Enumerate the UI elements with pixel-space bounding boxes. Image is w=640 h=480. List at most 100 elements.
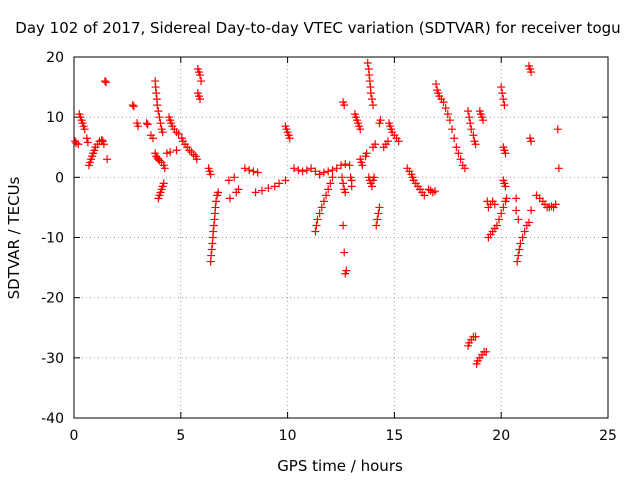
data-point — [356, 125, 365, 134]
data-point — [172, 146, 181, 155]
data-point — [214, 188, 223, 197]
data-point — [339, 179, 348, 188]
data-point — [156, 119, 165, 128]
data-point — [207, 245, 216, 254]
data-point — [465, 113, 474, 122]
data-point — [97, 136, 106, 145]
y-tick-label: -30 — [41, 351, 64, 367]
data-point — [253, 168, 262, 177]
data-point — [285, 134, 294, 143]
data-point — [345, 161, 354, 170]
data-point — [155, 113, 164, 122]
data-point — [373, 215, 382, 224]
data-point — [340, 101, 349, 110]
x-tick-label: 5 — [176, 428, 185, 444]
data-point — [514, 215, 523, 224]
data-point — [82, 134, 91, 143]
data-point — [160, 164, 169, 173]
data-point — [441, 104, 450, 113]
data-point — [514, 251, 523, 260]
data-point — [74, 140, 83, 149]
data-point — [240, 164, 249, 173]
chart-title: Day 102 of 2017, Sidereal Day-to-day VTE… — [15, 19, 620, 37]
data-point — [553, 125, 562, 134]
data-point — [497, 83, 506, 92]
data-point — [209, 227, 218, 236]
data-point — [527, 137, 536, 146]
data-point — [347, 182, 356, 191]
y-tick-label: 10 — [46, 110, 64, 126]
data-point — [174, 130, 183, 139]
data-point — [72, 139, 81, 148]
data-point — [362, 149, 371, 158]
data-point — [366, 89, 375, 98]
data-point — [338, 173, 347, 182]
y-tick-label: 20 — [46, 50, 64, 66]
data-point — [270, 182, 279, 191]
data-point — [372, 221, 381, 230]
x-tick-label: 20 — [492, 428, 510, 444]
data-point — [103, 155, 112, 164]
axis-ticks: 0 5 10 15 20 25 20 10 0 -10 -20 -30 -40 — [41, 50, 617, 444]
data-point — [497, 209, 506, 218]
data-point — [445, 116, 454, 125]
data-point — [439, 98, 448, 107]
data-point — [430, 187, 439, 196]
data-point — [234, 185, 243, 194]
data-point — [471, 332, 480, 341]
data-point — [196, 71, 205, 80]
data-point — [367, 95, 376, 104]
data-point — [501, 149, 510, 158]
data-point — [100, 77, 109, 86]
data-point — [322, 191, 331, 200]
data-point — [426, 186, 435, 195]
data-point — [460, 164, 469, 173]
data-point — [515, 245, 524, 254]
data-point — [501, 182, 510, 191]
data-point — [376, 116, 385, 125]
data-point — [311, 167, 320, 176]
data-point — [149, 134, 158, 143]
data-point — [432, 80, 441, 89]
data-point — [313, 215, 322, 224]
data-point — [128, 101, 137, 110]
data-point — [211, 203, 220, 212]
x-tick-label: 0 — [70, 428, 79, 444]
data-point — [312, 221, 321, 230]
data-point — [375, 203, 384, 212]
data-point — [448, 125, 457, 134]
data-point — [290, 164, 299, 173]
data-point — [443, 110, 452, 119]
data-point — [152, 89, 161, 98]
data-point — [358, 161, 367, 170]
data-point — [328, 166, 337, 175]
grid-lines — [74, 57, 608, 418]
data-point — [281, 176, 290, 185]
data-point — [80, 125, 89, 134]
data-point — [298, 167, 307, 176]
data-point — [294, 166, 303, 175]
data-point — [134, 122, 143, 131]
data-point — [520, 227, 529, 236]
data-point — [383, 137, 392, 146]
data-point — [143, 120, 152, 129]
data-point — [264, 184, 273, 193]
data-point — [551, 200, 560, 209]
data-point — [512, 206, 521, 215]
data-point — [83, 138, 92, 147]
data-point — [142, 119, 151, 128]
data-point — [554, 164, 563, 173]
y-tick-label: 0 — [55, 170, 64, 186]
data-point — [339, 221, 348, 230]
data-point — [524, 218, 533, 227]
data-point — [342, 266, 351, 275]
data-point — [158, 128, 167, 137]
data-point — [151, 83, 160, 92]
data-point — [326, 179, 335, 188]
data-point — [225, 194, 234, 203]
data-point — [452, 143, 461, 152]
data-point — [518, 233, 527, 242]
data-point — [207, 251, 216, 260]
data-point — [337, 161, 345, 170]
data-point — [498, 89, 507, 98]
